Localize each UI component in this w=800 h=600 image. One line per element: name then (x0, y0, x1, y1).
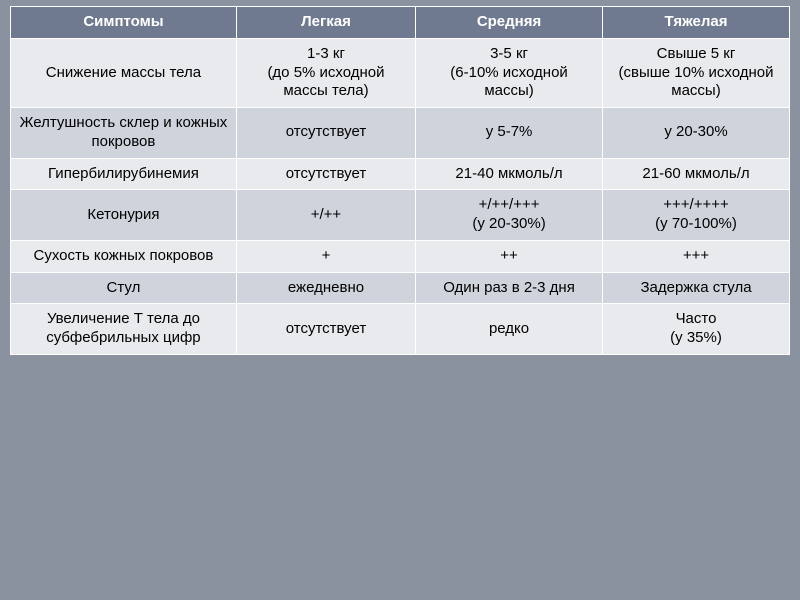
cell-symptom: Снижение массы тела (11, 38, 237, 107)
cell-symptom: Гипербилирубинемия (11, 158, 237, 190)
table-row: Желтушность склер и кожных покровов отсу… (11, 108, 790, 159)
cell-mild: + (236, 240, 415, 272)
cell-symptom: Кетонурия (11, 190, 237, 241)
cell-symptom: Сухость кожных покровов (11, 240, 237, 272)
cell-medium: у 5-7% (416, 108, 603, 159)
table-row: Кетонурия +/++ +/++/+++(у 20-30%) +++/++… (11, 190, 790, 241)
col-header-symptom: Симптомы (11, 7, 237, 39)
cell-medium: +/++/+++(у 20-30%) (416, 190, 603, 241)
cell-medium: 3-5 кг(6-10% исходной массы) (416, 38, 603, 107)
table-row: Сухость кожных покровов + ++ +++ (11, 240, 790, 272)
cell-medium: 21-40 мкмоль/л (416, 158, 603, 190)
cell-symptom: Желтушность склер и кожных покровов (11, 108, 237, 159)
col-header-mild: Легкая (236, 7, 415, 39)
table-row: Увеличение Т тела до субфебрильных цифр … (11, 304, 790, 355)
cell-mild: отсутствует (236, 108, 415, 159)
cell-severe: Свыше 5 кг(свыше 10% исходной массы) (603, 38, 790, 107)
cell-mild: отсутствует (236, 158, 415, 190)
table-header-row: Симптомы Легкая Средняя Тяжелая (11, 7, 790, 39)
cell-medium: редко (416, 304, 603, 355)
cell-severe: +++ (603, 240, 790, 272)
cell-severe: у 20-30% (603, 108, 790, 159)
cell-severe: Часто(у 35%) (603, 304, 790, 355)
col-header-medium: Средняя (416, 7, 603, 39)
cell-severe: Задержка стула (603, 272, 790, 304)
cell-symptom: Стул (11, 272, 237, 304)
cell-mild: ежедневно (236, 272, 415, 304)
cell-medium: ++ (416, 240, 603, 272)
cell-mild: 1-3 кг(до 5% исходной массы тела) (236, 38, 415, 107)
table-row: Гипербилирубинемия отсутствует 21-40 мкм… (11, 158, 790, 190)
cell-symptom: Увеличение Т тела до субфебрильных цифр (11, 304, 237, 355)
cell-severe: 21-60 мкмоль/л (603, 158, 790, 190)
cell-severe: +++/++++(у 70-100%) (603, 190, 790, 241)
cell-mild: +/++ (236, 190, 415, 241)
cell-mild: отсутствует (236, 304, 415, 355)
col-header-severe: Тяжелая (603, 7, 790, 39)
cell-medium: Один раз в 2-3 дня (416, 272, 603, 304)
severity-table: Симптомы Легкая Средняя Тяжелая Снижение… (10, 6, 790, 355)
table-row: Снижение массы тела 1-3 кг(до 5% исходно… (11, 38, 790, 107)
table-row: Стул ежедневно Один раз в 2-3 дня Задерж… (11, 272, 790, 304)
